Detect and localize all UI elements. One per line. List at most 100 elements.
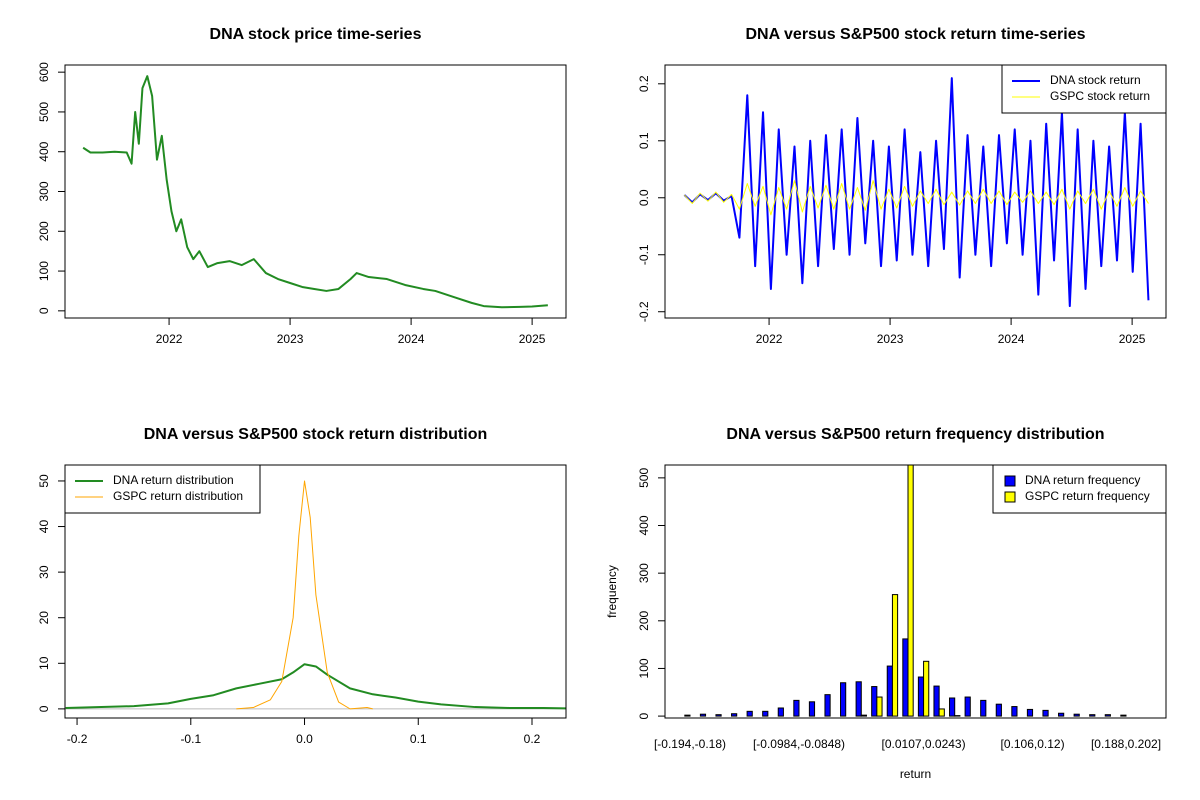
bar — [949, 697, 956, 717]
y-tick-label: 30 — [37, 565, 51, 579]
y-tick-label: 200 — [637, 610, 651, 630]
bar — [1104, 714, 1111, 717]
bar — [777, 707, 784, 717]
x-tick-label: 0.0 — [296, 732, 313, 746]
bar — [964, 696, 971, 717]
y-tick-label: 0.0 — [637, 189, 651, 206]
y-tick-label: 40 — [37, 520, 51, 534]
x-tick-label: 2025 — [519, 332, 546, 346]
x-tick-label: [0.0107,0.0243) — [882, 737, 966, 751]
series-line — [236, 480, 373, 710]
bar — [907, 465, 914, 717]
series-line — [82, 75, 548, 309]
y-tick-label: 50 — [37, 474, 51, 488]
x-tick-label: 2024 — [998, 332, 1025, 346]
y-tick-label: 100 — [37, 261, 51, 281]
plot-frame — [64, 64, 567, 319]
series-line — [683, 180, 1149, 216]
bar — [1120, 714, 1127, 717]
x-tick-label: [-0.0984,-0.0848) — [753, 737, 845, 751]
legend-label: DNA stock return — [1050, 73, 1141, 87]
x-tick-label: [0.106,0.12) — [1001, 737, 1065, 751]
y-tick-label: 300 — [37, 181, 51, 201]
series-line — [683, 77, 1150, 308]
bar — [715, 714, 722, 717]
bar — [824, 694, 831, 717]
plot-area — [65, 480, 566, 710]
bar — [886, 665, 893, 717]
y-tick-label: -0.2 — [637, 301, 651, 322]
chart-title: DNA stock price time-series — [210, 26, 422, 43]
bar — [917, 676, 925, 717]
bar — [1058, 712, 1065, 717]
legend-swatch — [1004, 491, 1016, 503]
legend-box — [1001, 64, 1167, 114]
y-tick-label: 0.2 — [637, 75, 651, 92]
x-tick-label: -0.1 — [180, 732, 201, 746]
bar — [923, 660, 930, 717]
x-tick-label: [-0.194,-0.18) — [654, 737, 726, 751]
bar — [902, 638, 909, 717]
bar — [980, 699, 987, 717]
plot-frame — [64, 464, 567, 719]
x-tick-label: 0.2 — [524, 732, 541, 746]
y-tick-label: 500 — [37, 102, 51, 122]
plot-frame — [664, 64, 1167, 319]
bar — [860, 714, 867, 717]
legend: DNA stock return GSPC stock return — [1001, 64, 1167, 114]
bar — [933, 685, 940, 717]
x-tick-label: -0.2 — [67, 732, 88, 746]
bar — [808, 701, 816, 717]
y-tick-label: 300 — [637, 563, 651, 583]
bar — [891, 594, 899, 717]
series-line — [65, 663, 566, 710]
bar — [699, 713, 707, 717]
x-tick-label: 2025 — [1119, 332, 1146, 346]
legend-label: DNA return distribution — [113, 473, 234, 487]
bar — [938, 708, 945, 717]
y-tick-label: 400 — [37, 141, 51, 161]
legend-label: GSPC return frequency — [1025, 489, 1150, 503]
legend: DNA return frequency GSPC return frequenc… — [992, 464, 1167, 514]
legend-swatch — [1004, 475, 1016, 487]
x-axis-label: return — [900, 767, 931, 781]
chart-title: DNA versus S&P500 return frequency distr… — [726, 426, 1104, 443]
legend-label: GSPC return distribution — [113, 489, 243, 503]
panel: DNA versus S&P500 stock return time-seri… — [637, 26, 1167, 346]
x-tick-label: 2023 — [877, 332, 904, 346]
bar — [1089, 714, 1096, 717]
legend-box — [64, 464, 261, 514]
legend: DNA return distribution GSPC return distr… — [64, 464, 261, 514]
x-tick-label: 2023 — [277, 332, 304, 346]
y-tick-label: 400 — [637, 515, 651, 535]
bar — [1073, 713, 1080, 717]
plot-area — [82, 75, 548, 309]
y-tick-label: 0 — [37, 705, 51, 712]
y-axis-label: frequency — [605, 565, 619, 618]
x-tick-label: 2022 — [156, 332, 183, 346]
bar — [840, 682, 847, 717]
bar — [1011, 706, 1018, 717]
legend-label: DNA return frequency — [1025, 473, 1140, 487]
x-tick-label: 2024 — [398, 332, 425, 346]
bar — [1042, 709, 1049, 717]
plot-area — [683, 77, 1150, 308]
y-tick-label: 100 — [637, 658, 651, 678]
y-tick-label: 0 — [37, 307, 51, 314]
y-tick-label: 0 — [637, 712, 651, 719]
panel: DNA versus S&P500 stock return distribut… — [37, 426, 567, 746]
legend-label: GSPC stock return — [1050, 89, 1150, 103]
bar — [855, 681, 862, 717]
legend-box — [992, 464, 1167, 514]
y-tick-label: 200 — [37, 221, 51, 241]
bar — [746, 710, 753, 717]
panel: DNA stock price time-series 0 100 200 300 400… — [37, 26, 567, 346]
x-tick-label: 0.1 — [410, 732, 427, 746]
panel: DNA versus S&P500 return frequency distr… — [605, 426, 1167, 781]
y-tick-label: 10 — [37, 656, 51, 670]
plot-area — [684, 465, 1127, 717]
y-tick-label: 0.1 — [637, 132, 651, 149]
bar — [731, 713, 738, 717]
x-tick-label: [0.188,0.202] — [1091, 737, 1161, 751]
